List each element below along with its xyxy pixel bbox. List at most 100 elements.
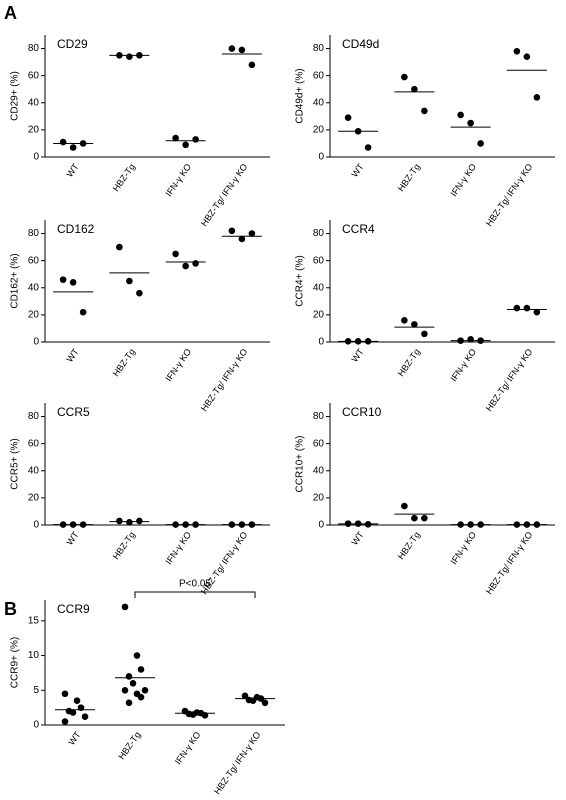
x-tick-label: HBZ-Tg/ IFN-γ KO [199,347,250,413]
data-point [137,693,145,701]
data-point [477,140,484,147]
chart-title: CCR5 [57,405,90,419]
x-tick-label: HBZ-Tg/ IFN-γ KO [484,162,535,228]
data-point [116,517,123,525]
data-point [401,317,408,324]
data-point [141,686,149,694]
y-tick-label: 0 [318,520,324,531]
data-point [401,73,408,81]
y-tick-label: 80 [28,43,40,54]
data-point [126,53,133,60]
x-tick-label: HBZ-Tg/ IFN-γ KO [484,347,535,413]
data-point [411,85,418,93]
x-tick-label: WT [349,346,366,364]
data-point [81,713,89,720]
y-tick-label: 0 [318,337,324,348]
y-axis-label: CD29+ (%) [10,71,21,121]
data-point [513,304,521,312]
x-tick-label: WT [64,529,81,547]
data-point [228,227,236,235]
data-point [467,119,474,127]
data-point [182,262,189,270]
y-tick-label: 40 [313,97,325,108]
y-tick-label: 80 [28,411,40,422]
data-point [189,711,197,718]
y-tick-label: 20 [313,125,325,136]
chart-title: CCR4 [342,222,375,236]
data-point [192,136,199,143]
chart-title: CD162 [57,222,95,236]
y-axis-label: CD162+ (%) [10,253,21,308]
data-point [121,686,129,694]
data-point [228,45,236,52]
data-point [137,666,145,673]
data-point [344,114,352,121]
y-tick-label: 20 [313,310,325,321]
x-tick-label: WT [64,161,81,179]
data-point [457,111,464,119]
data-point [421,514,428,522]
x-tick-label: IFN-γ KO [164,347,194,383]
data-point [238,46,246,54]
data-point [61,718,69,725]
data-point [421,330,428,338]
data-point [126,518,133,526]
y-tick-label: 40 [28,465,40,476]
data-point [79,308,87,316]
data-point [364,144,372,151]
y-tick-label: 80 [313,228,325,239]
data-point [513,47,521,55]
x-tick-label: HBZ-Tg [111,347,137,379]
annotation: P<0.05 [179,579,211,590]
y-axis-label: CCR4+ (%) [295,255,306,306]
x-tick-label: WT [66,729,83,747]
data-point [533,94,541,101]
y-tick-label: 10 [28,650,40,661]
data-point [411,514,418,522]
data-point [133,652,141,659]
y-tick-label: 60 [313,438,325,449]
data-point [523,304,531,312]
x-tick-label: IFN-γ KO [449,347,479,383]
data-point [467,335,474,343]
chart-title: CD49d [342,37,379,51]
data-point [261,699,269,707]
data-point [69,279,77,286]
significance-bracket [134,591,256,598]
x-tick-label: IFN-γ KO [164,162,194,198]
data-point [126,277,133,285]
data-point [125,673,133,680]
y-tick-label: 60 [28,255,40,266]
data-point [248,61,256,69]
y-tick-label: 80 [28,228,40,239]
data-point [421,107,428,115]
data-point [136,289,143,297]
data-point [129,680,137,687]
data-point [523,53,531,60]
y-axis-label: CCR9+ (%) [10,637,21,688]
y-tick-label: 20 [28,493,40,504]
y-tick-label: 0 [33,720,39,731]
data-point [172,134,179,142]
x-tick-label: HBZ-Tg [396,530,422,562]
y-tick-label: 60 [28,70,40,81]
data-point [116,243,123,251]
y-tick-label: 5 [33,685,39,696]
y-tick-label: 40 [28,282,40,293]
x-tick-label: IFN-γ KO [164,530,194,566]
y-axis-label: CD49d+ (%) [295,68,306,123]
panel-label: B [4,599,17,619]
data-point [411,321,418,328]
x-tick-label: IFN-γ KO [449,530,479,566]
data-point [238,235,246,243]
data-point [533,308,541,316]
chart-title: CCR9 [57,602,90,616]
data-point [59,276,67,283]
x-tick-label: IFN-γ KO [173,730,203,766]
y-tick-label: 80 [313,43,325,54]
chart-title: CD29 [57,37,88,51]
y-tick-label: 60 [313,70,325,81]
x-tick-label: HBZ-Tg [396,347,422,379]
x-tick-label: HBZ-Tg [396,162,422,194]
